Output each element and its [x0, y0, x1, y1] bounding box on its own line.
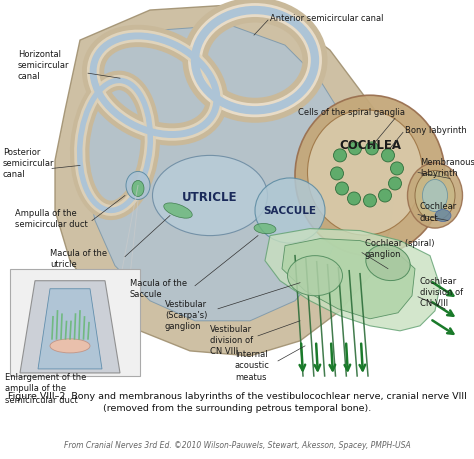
- Ellipse shape: [126, 171, 150, 200]
- Text: Ampulla of the
semicircular duct: Ampulla of the semicircular duct: [15, 208, 88, 229]
- Text: COCHLEA: COCHLEA: [339, 139, 401, 152]
- Circle shape: [382, 149, 394, 162]
- Circle shape: [348, 142, 362, 155]
- Polygon shape: [55, 5, 395, 356]
- Circle shape: [330, 167, 344, 180]
- Ellipse shape: [435, 209, 451, 222]
- Ellipse shape: [415, 170, 455, 221]
- Text: Membranous
labyrinth: Membranous labyrinth: [420, 158, 474, 179]
- Text: Posterior
semicircular
canal: Posterior semicircular canal: [3, 148, 55, 179]
- Text: From Cranial Nerves 3rd Ed. ©2010 Wilson-Pauwels, Stewart, Akesson, Spacey, PMPH: From Cranial Nerves 3rd Ed. ©2010 Wilson…: [64, 441, 410, 450]
- Ellipse shape: [308, 110, 422, 235]
- Ellipse shape: [295, 95, 445, 256]
- Ellipse shape: [255, 178, 325, 243]
- Text: Cells of the spiral ganglia: Cells of the spiral ganglia: [298, 108, 405, 117]
- Polygon shape: [265, 229, 440, 331]
- Text: Enlargement of the
ampulla of the
semicircular duct: Enlargement of the ampulla of the semici…: [5, 373, 86, 404]
- Ellipse shape: [50, 339, 90, 353]
- Polygon shape: [38, 289, 102, 369]
- Ellipse shape: [254, 224, 276, 234]
- Text: SACCULE: SACCULE: [264, 206, 317, 216]
- Ellipse shape: [422, 179, 447, 212]
- Text: Cochlear (spiral)
ganglion: Cochlear (spiral) ganglion: [365, 239, 435, 259]
- Text: Vestibular
(Scarpa’s)
ganglion: Vestibular (Scarpa’s) ganglion: [165, 300, 207, 331]
- Ellipse shape: [288, 256, 343, 296]
- Polygon shape: [20, 281, 120, 373]
- Text: Bony labyrinth: Bony labyrinth: [405, 126, 467, 135]
- Ellipse shape: [153, 156, 267, 235]
- Text: Figure VIII–2  Bony and membranous labyrinths of the vestibulocochlear nerve, cr: Figure VIII–2 Bony and membranous labyri…: [8, 392, 466, 413]
- Ellipse shape: [164, 203, 192, 218]
- Circle shape: [347, 192, 361, 205]
- Ellipse shape: [132, 180, 144, 196]
- Circle shape: [389, 177, 401, 190]
- Text: Macula of the
Saccule: Macula of the Saccule: [130, 279, 187, 299]
- Circle shape: [336, 182, 348, 195]
- Polygon shape: [85, 25, 350, 321]
- Ellipse shape: [408, 163, 463, 228]
- Circle shape: [364, 194, 376, 207]
- Circle shape: [379, 189, 392, 202]
- Text: Anterior semicircular canal: Anterior semicircular canal: [270, 14, 383, 22]
- Ellipse shape: [366, 245, 410, 280]
- Text: Horizontal
semicircular
canal: Horizontal semicircular canal: [18, 50, 70, 81]
- Text: Cochlear
division of
CN VIII: Cochlear division of CN VIII: [420, 277, 463, 308]
- Text: Cochlear
duct: Cochlear duct: [420, 202, 457, 223]
- Text: Macula of the
utricle: Macula of the utricle: [50, 249, 107, 269]
- FancyBboxPatch shape: [10, 269, 140, 376]
- Circle shape: [391, 162, 403, 175]
- Text: Vestibular
division of
CN VIII: Vestibular division of CN VIII: [210, 325, 253, 357]
- Text: Internal
acoustic
meatus: Internal acoustic meatus: [235, 350, 270, 381]
- Text: UTRICLE: UTRICLE: [182, 191, 238, 204]
- Circle shape: [334, 149, 346, 162]
- Polygon shape: [282, 239, 415, 319]
- Circle shape: [365, 142, 379, 155]
